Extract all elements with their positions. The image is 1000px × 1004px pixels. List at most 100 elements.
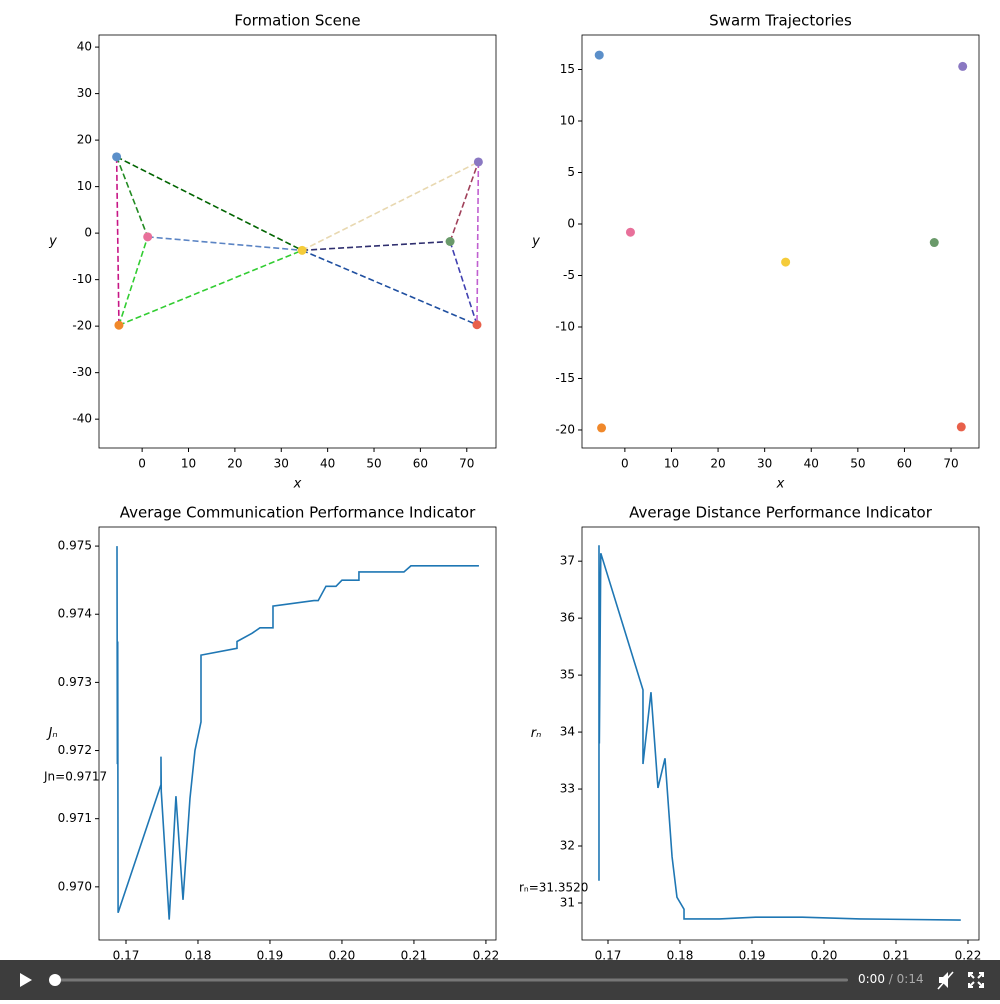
edge [116,156,303,252]
mute-button[interactable] [937,971,954,990]
y-tick-label: 36 [560,611,575,625]
agent-point [929,238,939,248]
x-tick-label: 70 [943,457,958,471]
time-display: 0:00 / 0:14 [858,972,924,986]
time-separator: / [888,972,893,986]
x-tick-label: 20 [227,457,242,471]
y-tick-label: 37 [560,554,575,568]
x-tick-label: 0.21 [883,949,910,963]
x-tick-label: 0.20 [329,949,356,963]
y-tick-label: 31 [560,895,575,909]
chart-title: Formation Scene [234,12,360,30]
axes-frame [98,34,497,449]
axes-frame [581,34,980,449]
x-tick-label: 0.22 [473,949,500,963]
agent-point [472,320,482,330]
y-tick-label: 0 [567,216,575,230]
axes-frame [98,526,497,941]
x-tick-label: 50 [366,457,381,471]
x-tick-label: 60 [897,457,912,471]
x-tick-label: 60 [413,457,428,471]
y-tick-label: -40 [72,412,92,426]
y-tick-label: 10 [560,113,575,127]
agent-point [297,245,307,255]
current-time: 0:00 [858,972,885,986]
fullscreen-button[interactable] [968,972,984,988]
edge [476,161,480,325]
progress-track[interactable] [55,978,848,982]
x-tick-label: 70 [459,457,474,471]
x-tick-label: 0.17 [595,949,622,963]
annotation: Jn=0.9717 [43,770,107,784]
edge [449,161,480,242]
x-tick-label: 0.18 [667,949,694,963]
video-player: 0:00 / 0:14 [0,960,1000,1000]
edge [302,240,451,252]
y-tick-label: -20 [72,319,92,333]
y-tick-label: 40 [77,40,92,54]
agent-point [625,227,635,237]
play-button[interactable] [20,973,32,987]
y-tick-label: 10 [77,179,92,193]
annotation: rₙ=31.3520 [519,881,588,895]
agent-point [445,237,455,246]
y-tick-label: -5 [563,268,575,282]
data-line [598,545,961,921]
x-tick-label: 10 [664,457,679,471]
agent-point [597,423,607,433]
y-tick-label: 32 [560,839,575,853]
y-tick-label: 35 [560,668,575,682]
x-tick-label: 40 [320,457,335,471]
edge [118,236,149,326]
y-tick-label: 0.973 [58,675,92,689]
y-axis-label: Jₙ [45,726,57,741]
x-axis-label: x [293,477,302,492]
chart-title: Swarm Trajectories [709,12,852,30]
player-controls [20,971,984,990]
y-tick-label: 0.972 [58,743,92,757]
chart-title: Average Distance Performance Indicator [629,504,933,522]
x-tick-label: 0 [621,457,629,471]
y-tick-label: 5 [567,165,575,179]
x-tick-label: 10 [181,457,196,471]
x-tick-label: 50 [850,457,865,471]
edge [115,156,149,238]
chart: Formation Scene x y 0 10 20 30 40 50 60 70 -40 -30 -2… [48,12,497,492]
edge [118,249,303,326]
x-tick-label: 20 [710,457,725,471]
agent-point [473,157,483,167]
agent-point [112,152,122,162]
x-tick-label: 0.17 [113,949,140,963]
x-tick-label: 30 [757,457,772,471]
axes-frame [581,526,980,941]
y-tick-label: -10 [72,272,92,286]
y-axis-label: y [48,234,57,249]
progress-knob[interactable] [49,974,61,986]
x-tick-label: 0.22 [955,949,982,963]
x-tick-label: 0.19 [739,949,766,963]
edge [449,241,478,325]
agent-point [114,320,124,330]
x-axis-label: x [776,477,785,492]
x-tick-label: 30 [274,457,289,471]
y-tick-label: -15 [555,371,575,385]
edge [115,156,120,326]
y-tick-label: 34 [560,725,575,739]
agent-point [143,232,153,242]
y-axis-label: y [531,234,540,249]
y-tick-label: 0.971 [58,811,92,825]
y-tick-label: 0.975 [58,539,92,553]
chart-title: Average Communication Performance Indica… [120,504,476,522]
x-tick-label: 0.19 [257,949,284,963]
edge [301,161,479,252]
x-tick-label: 40 [804,457,819,471]
agent-point [781,257,791,267]
y-tick-label: 20 [77,133,92,147]
chart: Average Communication Performance Indica… [43,504,499,984]
y-tick-label: 0.970 [58,879,92,893]
x-tick-label: 0.18 [185,949,212,963]
x-tick-label: 0 [138,457,146,471]
